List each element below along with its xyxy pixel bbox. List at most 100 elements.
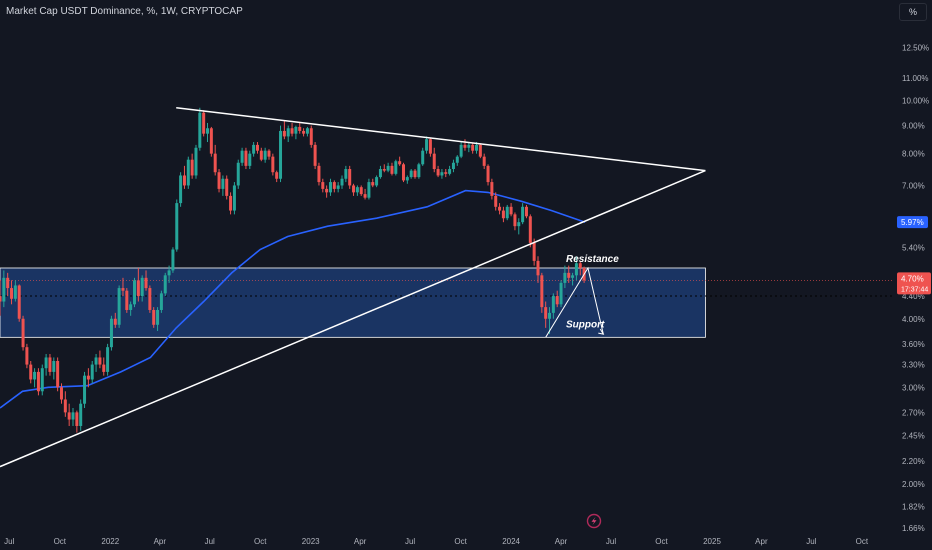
candlestick (252, 142, 256, 157)
candlestick (363, 188, 367, 200)
last-price-badge (897, 272, 931, 295)
candlestick (56, 357, 60, 392)
y-tick-label: 3.00% (902, 383, 925, 392)
candlestick (417, 162, 421, 179)
candlestick (394, 159, 398, 176)
candlestick (486, 164, 490, 186)
candlestick (425, 136, 429, 154)
candlestick (471, 143, 475, 154)
candlestick (336, 182, 340, 193)
candlestick (524, 204, 528, 219)
candlestick (282, 120, 286, 140)
candlestick (0, 280, 2, 316)
x-tick-label: Jul (205, 537, 215, 546)
x-tick-label: 2024 (502, 537, 520, 546)
resistance-trendline[interactable] (176, 107, 706, 172)
candlestick (171, 247, 175, 273)
candlestick (521, 203, 525, 225)
candlestick (467, 142, 471, 153)
candlestick (509, 203, 513, 217)
candlestick (33, 368, 37, 388)
candlestick (267, 149, 271, 160)
candlestick (94, 353, 98, 372)
candlestick (382, 164, 386, 173)
candlestick (271, 153, 275, 176)
percent-scale-button[interactable]: % (899, 3, 927, 21)
candlestick (432, 147, 436, 173)
candlestick (13, 280, 17, 302)
candlestick (463, 139, 467, 151)
candlestick (501, 206, 505, 223)
candlestick (232, 182, 236, 215)
candlestick (75, 410, 79, 433)
candlestick (571, 272, 575, 286)
candlestick (451, 159, 455, 173)
candlestick (279, 125, 283, 183)
candlestick (478, 143, 482, 159)
candlestick (52, 357, 56, 380)
support-resistance-zone (0, 267, 706, 338)
candlestick (498, 203, 502, 215)
candlestick (548, 307, 552, 335)
support-trendline[interactable] (0, 169, 706, 468)
support-label: Support (566, 319, 605, 330)
candlestick (305, 126, 309, 137)
candlestick (302, 128, 306, 137)
chart-title: Market Cap USDT Dominance, %, 1W, CRYPTO… (6, 6, 243, 17)
candlestick (182, 165, 186, 189)
y-tick-label: 11.00% (902, 74, 929, 83)
candlestick (117, 285, 121, 328)
x-tick-label: Apr (555, 537, 568, 546)
candlestick (275, 170, 279, 183)
candlestick (340, 175, 344, 189)
candlestick (21, 315, 25, 351)
last-price-text: 4.70% (901, 274, 924, 283)
y-tick-label: 1.66% (902, 524, 925, 533)
candlestick (355, 185, 359, 196)
candlestick (367, 178, 371, 200)
candlestick (444, 169, 448, 178)
candlestick (109, 315, 113, 351)
candlestick (490, 178, 494, 200)
candlestick (98, 350, 102, 369)
candlestick (259, 147, 263, 162)
candlestick (29, 360, 33, 384)
candlestick (348, 165, 352, 189)
candlestick (17, 284, 21, 322)
y-tick-label: 8.00% (902, 150, 925, 159)
candlestick (83, 371, 87, 408)
candlestick (248, 150, 252, 170)
candlestick (90, 360, 94, 384)
projection-arrowhead (598, 328, 605, 335)
path-projection-line[interactable] (545, 266, 604, 338)
x-tick-label: 2022 (101, 537, 119, 546)
candlestick (102, 357, 106, 376)
candlestick (574, 256, 578, 281)
candlestick (536, 256, 540, 283)
candlestick (159, 290, 163, 313)
x-tick-label: Jul (606, 537, 616, 546)
candlestick (125, 288, 129, 313)
candlestick (386, 162, 390, 173)
candlestick (286, 125, 290, 143)
y-tick-label: 2.70% (902, 408, 925, 417)
candlestick (378, 165, 382, 179)
candlestick (44, 353, 48, 376)
y-tick-label: 2.20% (902, 457, 925, 466)
candlestick (48, 353, 52, 376)
candlestick (328, 178, 332, 196)
candlestick (298, 122, 302, 134)
x-tick-label: 2023 (302, 537, 320, 546)
candlestick (132, 277, 136, 308)
candlestick (121, 277, 125, 297)
tradingview-lightning-icon (586, 513, 602, 529)
moving-average-line (0, 189, 586, 409)
candlestick (71, 407, 75, 426)
candlestick (25, 343, 29, 369)
x-tick-label: Apr (154, 537, 167, 546)
y-tick-label: 3.60% (902, 340, 925, 349)
candlestick (6, 272, 10, 297)
candlestick (551, 293, 555, 319)
candlestick (359, 185, 363, 196)
